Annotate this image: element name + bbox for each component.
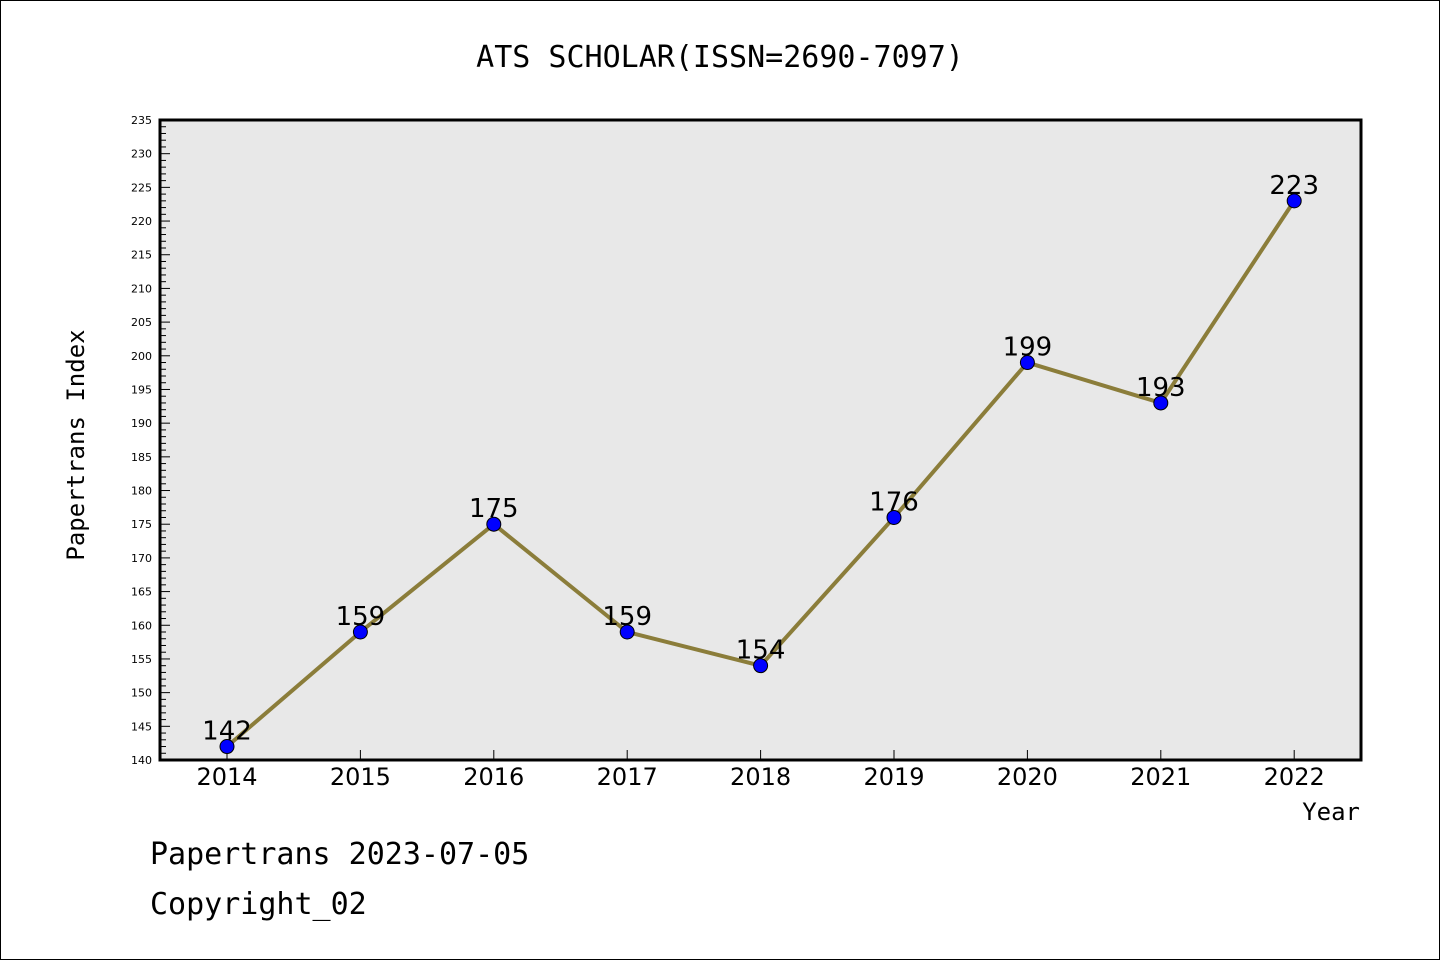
- y-tick-label: 165: [131, 586, 152, 599]
- x-tick-label: 2014: [196, 763, 257, 791]
- y-tick-label: 235: [131, 114, 152, 127]
- data-point: [219, 739, 235, 755]
- data-label: 142: [202, 717, 252, 747]
- y-tick-label: 215: [131, 249, 152, 262]
- y-tick-label: 145: [131, 720, 152, 733]
- data-label: 159: [336, 602, 386, 632]
- data-point: [753, 658, 769, 674]
- source-note: Papertrans 2023-07-05: [150, 837, 529, 872]
- y-tick-label: 140: [131, 754, 152, 767]
- data-point: [1019, 355, 1035, 371]
- series-layer: 142 159 175 159 154 176 199 193 223: [202, 171, 1319, 755]
- plot-area: [158, 118, 1363, 762]
- x-tick-label: 2018: [730, 763, 791, 791]
- data-label: 154: [736, 636, 786, 666]
- y-tick-label: 230: [131, 148, 152, 161]
- x-tick-label: 2022: [1264, 763, 1325, 791]
- y-tick-label: 150: [131, 687, 152, 700]
- y-tick-label: 210: [131, 282, 152, 295]
- data-point: [619, 624, 635, 640]
- y-tick-label: 175: [131, 518, 152, 531]
- y-tick-label: 160: [131, 619, 152, 632]
- data-label: 193: [1136, 373, 1186, 403]
- x-tick-label: 2016: [463, 763, 524, 791]
- y-tick-label: 190: [131, 417, 152, 430]
- data-point: [352, 624, 368, 640]
- y-tick-label: 200: [131, 350, 152, 363]
- x-tick-label: 2015: [330, 763, 391, 791]
- y-tick-label: 155: [131, 653, 152, 666]
- y-tick-label: 195: [131, 383, 152, 396]
- y-tick-label: 205: [131, 316, 152, 329]
- x-tick-label: 2020: [997, 763, 1058, 791]
- data-point: [1286, 193, 1302, 209]
- data-point: [886, 509, 902, 525]
- data-point: [486, 516, 502, 532]
- data-label: 223: [1269, 171, 1319, 201]
- data-label: 176: [869, 487, 919, 517]
- data-label: 175: [469, 494, 519, 524]
- data-point: [1153, 395, 1169, 411]
- x-tick-label: 2019: [863, 763, 924, 791]
- x-axis-label: Year: [1302, 798, 1360, 826]
- chart-title: ATS SCHOLAR(ISSN=2690-7097): [476, 40, 964, 75]
- y-tick-label: 220: [131, 215, 152, 228]
- y-tick-label: 185: [131, 451, 152, 464]
- y-tick-label: 180: [131, 485, 152, 498]
- data-label: 199: [1003, 333, 1053, 363]
- y-axis-label: Papertrans Index: [62, 329, 90, 560]
- copyright-note: Copyright_02: [150, 887, 367, 922]
- x-tick-label: 2017: [597, 763, 658, 791]
- y-tick-label: 170: [131, 552, 152, 565]
- x-tick-label: 2021: [1130, 763, 1191, 791]
- x-axis: 2014 2015 2016 2017 2018 2019 2020 2021 2022: [196, 750, 1325, 791]
- y-axis: 140 145 150 155 160 165 170 175 180 185 190 195 200 2…: [131, 114, 170, 767]
- data-label: 159: [602, 602, 652, 632]
- y-tick-label: 225: [131, 181, 152, 194]
